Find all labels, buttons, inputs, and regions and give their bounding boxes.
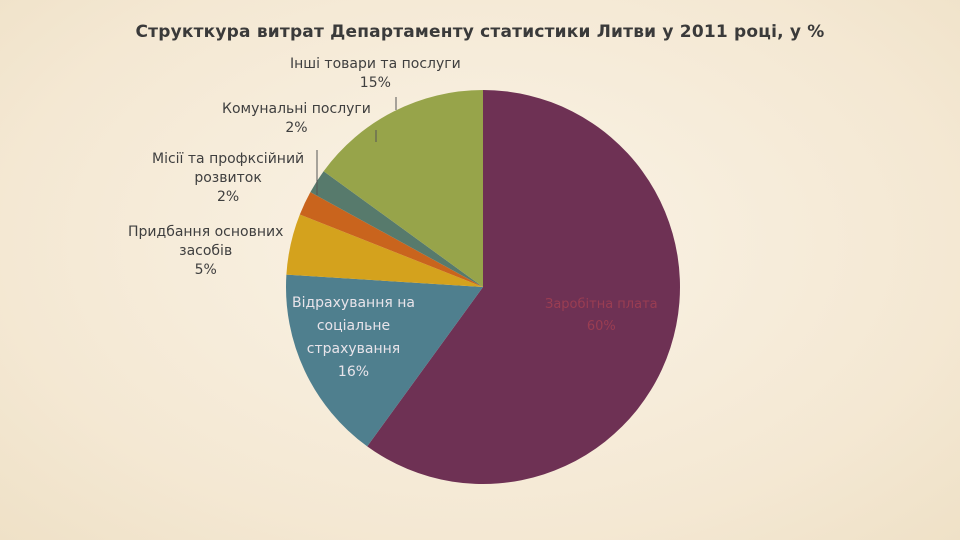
pie-slice-2 xyxy=(286,214,483,287)
label-fixed-assets: Придбання основних засобів 5% xyxy=(128,223,283,280)
label-social-insurance-line2: соціальне xyxy=(316,318,391,334)
chart-title: Структкура витрат Департаменту статистик… xyxy=(135,22,825,42)
label-salary: Заробітна плата 60% xyxy=(545,294,658,338)
label-social-insurance: Відрахування на соціальне страхування 16… xyxy=(292,292,415,384)
label-salary-value: 60% xyxy=(586,319,616,334)
pie-slice-3 xyxy=(299,192,483,287)
label-social-insurance-line1: Відрахування на xyxy=(292,295,415,311)
label-fixed-assets-line2: засобів xyxy=(179,243,233,259)
label-other-goods-value: 15% xyxy=(359,75,391,91)
label-missions-line2: розвиток xyxy=(194,170,262,186)
label-other-goods-name: Інші товари та послуги xyxy=(290,56,461,72)
label-social-insurance-line3: страхування xyxy=(306,341,401,357)
label-other-goods: Інші товари та послуги 15% xyxy=(290,55,461,93)
pie-slice-5 xyxy=(323,90,483,287)
pie-slice-1 xyxy=(286,274,483,447)
label-utilities-name: Комунальні послуги xyxy=(222,101,371,117)
label-fixed-assets-line1: Придбання основних xyxy=(128,224,284,240)
label-utilities: Комунальні послуги 2% xyxy=(222,100,371,138)
label-salary-name: Заробітна плата xyxy=(545,297,658,312)
label-social-insurance-value: 16% xyxy=(337,364,370,380)
pie-slice-4 xyxy=(310,171,483,287)
label-missions-line1: Місії та профксійний xyxy=(152,151,305,167)
label-utilities-value: 2% xyxy=(285,120,308,136)
label-fixed-assets-value: 5% xyxy=(194,262,217,278)
label-missions-value: 2% xyxy=(216,189,240,205)
pie-slice-0 xyxy=(367,90,680,484)
label-missions: Місії та профксійний розвиток 2% xyxy=(152,150,304,207)
